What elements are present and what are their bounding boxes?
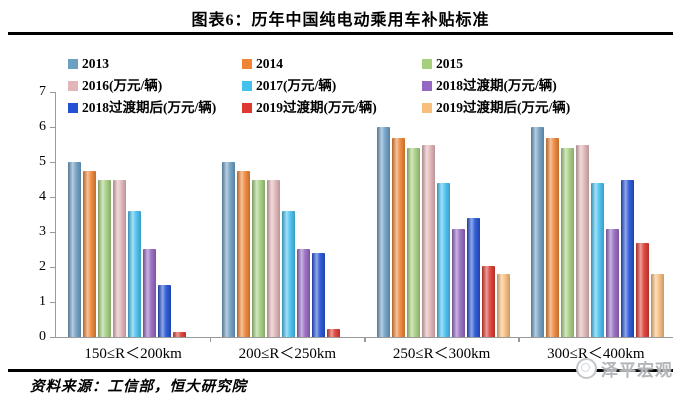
chart-title: 图表6：历年中国纯电动乘用车补贴标准 bbox=[191, 12, 490, 29]
y-axis-label: 0 bbox=[39, 329, 46, 344]
bar bbox=[481, 265, 495, 337]
bar bbox=[496, 274, 510, 337]
legend-item: 2018过渡期后(万元/辆) bbox=[68, 100, 216, 116]
y-axis-label: 2 bbox=[39, 259, 46, 274]
bar bbox=[650, 274, 664, 337]
bar bbox=[158, 284, 171, 337]
legend-item: 2013 bbox=[68, 56, 109, 72]
legend-swatch bbox=[242, 103, 252, 113]
y-axis-label: 5 bbox=[39, 154, 46, 169]
y-axis-tick bbox=[50, 126, 55, 128]
bar bbox=[297, 248, 311, 337]
top-divider bbox=[8, 32, 673, 35]
legend-item: 2014 bbox=[242, 56, 283, 72]
source-note: 资料来源：工信部，恒大研究院 bbox=[30, 379, 247, 395]
x-axis-category-label: 200≤R＜250km bbox=[238, 346, 337, 362]
legend-item: 2019过渡期(万元/辆) bbox=[242, 100, 377, 116]
y-axis-label: 4 bbox=[39, 189, 46, 204]
watermark-logo: 泽平宏观 bbox=[576, 356, 673, 381]
legend-item: 2016(万元/辆) bbox=[68, 78, 162, 94]
legend-swatch bbox=[422, 81, 432, 91]
legend-swatch bbox=[242, 59, 252, 69]
legend-label: 2019过渡期后(万元/辆) bbox=[436, 100, 571, 115]
legend-swatch bbox=[68, 81, 78, 91]
y-axis-tick bbox=[50, 161, 55, 163]
bar bbox=[312, 253, 326, 337]
legend-swatch bbox=[422, 103, 432, 113]
bar bbox=[68, 162, 81, 337]
bottom-divider bbox=[8, 369, 673, 372]
bar bbox=[406, 148, 420, 337]
bar bbox=[421, 144, 435, 337]
legend-swatch bbox=[422, 59, 432, 69]
bar bbox=[620, 179, 634, 337]
x-axis-tick bbox=[209, 337, 212, 342]
bar bbox=[83, 170, 96, 337]
bar bbox=[451, 229, 465, 337]
legend-item: 2018过渡期(万元/辆) bbox=[422, 78, 557, 94]
legend-item: 2017(万元/辆) bbox=[242, 78, 336, 94]
bar bbox=[282, 211, 296, 337]
x-axis-tick bbox=[518, 337, 520, 342]
bar-chart: 2013 2014 2015 2016(万元/辆) 2017(万元/辆) 2018过渡期(… bbox=[0, 36, 681, 366]
bar bbox=[466, 218, 480, 337]
bar bbox=[113, 179, 126, 337]
logo-text: 泽平宏观 bbox=[601, 361, 673, 380]
bar bbox=[560, 148, 574, 337]
y-axis-tick bbox=[50, 266, 55, 268]
x-axis-category-label: 150≤R＜200km bbox=[84, 346, 182, 362]
legend-swatch bbox=[68, 103, 78, 113]
legend-item: 2019过渡期后(万元/辆) bbox=[422, 100, 570, 116]
y-axis-label: 7 bbox=[39, 84, 46, 99]
bar bbox=[128, 211, 141, 337]
y-axis-label: 6 bbox=[39, 119, 46, 134]
bar-group bbox=[365, 92, 519, 337]
bar bbox=[98, 179, 111, 337]
bar bbox=[545, 137, 559, 337]
legend-label: 2014 bbox=[256, 56, 283, 71]
x-axis-tick bbox=[364, 337, 366, 342]
legend-label: 2017(万元/辆) bbox=[256, 78, 337, 93]
x-axis-category-label: 250≤R＜300km bbox=[392, 346, 491, 362]
legend-swatch bbox=[68, 59, 78, 69]
y-axis-tick bbox=[50, 301, 55, 303]
bar bbox=[575, 144, 589, 337]
legend-label: 2013 bbox=[82, 56, 109, 71]
bar bbox=[530, 127, 544, 337]
bar bbox=[590, 183, 604, 337]
bar bbox=[267, 179, 281, 337]
legend-label: 2016(万元/辆) bbox=[82, 78, 163, 93]
y-axis-tick bbox=[50, 336, 55, 338]
bar bbox=[327, 328, 341, 337]
bar bbox=[173, 331, 186, 337]
x-axis-category-label: 300≤R＜400km bbox=[547, 346, 645, 362]
legend-label: 2018过渡期(万元/辆) bbox=[436, 78, 557, 93]
legend-label: 2019过渡期(万元/辆) bbox=[256, 100, 377, 115]
bar bbox=[222, 162, 236, 337]
legend-label: 2015 bbox=[436, 56, 463, 71]
bar bbox=[635, 242, 649, 337]
bar bbox=[391, 137, 405, 337]
y-axis-label: 1 bbox=[39, 294, 46, 309]
bar bbox=[252, 179, 266, 337]
y-axis-label: 3 bbox=[39, 224, 46, 239]
logo-circle-icon bbox=[576, 358, 597, 379]
bar bbox=[237, 170, 251, 337]
y-axis-tick bbox=[50, 196, 55, 198]
y-axis-tick bbox=[50, 91, 55, 93]
y-axis-tick bbox=[50, 231, 55, 233]
bar bbox=[605, 229, 619, 337]
bar bbox=[436, 183, 450, 337]
legend-item: 2015 bbox=[422, 56, 463, 72]
bar-group bbox=[210, 92, 364, 337]
bar bbox=[143, 248, 156, 337]
legend-label: 2018过渡期后(万元/辆) bbox=[82, 100, 217, 115]
bar-group bbox=[519, 92, 673, 337]
plot-area: 0 1 2 3 4 5 6 7 150≤R＜200km 200≤R＜250km 250≤R＜300k… bbox=[39, 85, 673, 362]
bar bbox=[376, 127, 390, 337]
bar-group bbox=[56, 92, 210, 337]
legend-swatch bbox=[242, 81, 252, 91]
